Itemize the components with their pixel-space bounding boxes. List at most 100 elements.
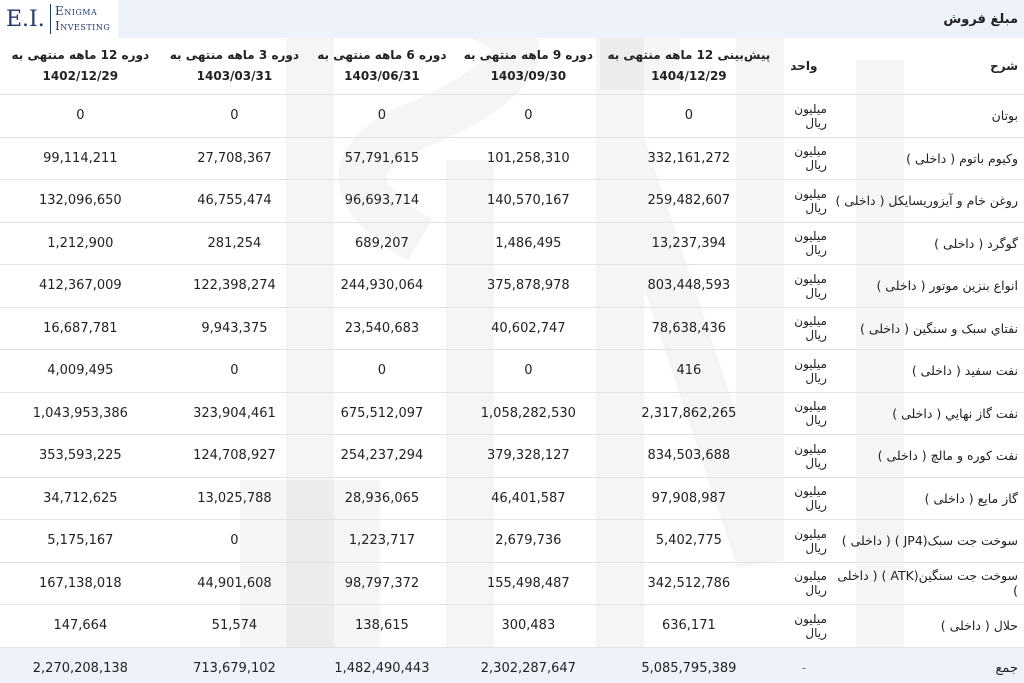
enigma-investing-logo: E.I. Enigma Investing xyxy=(0,0,118,38)
total-value: 1,482,490,443 xyxy=(308,647,456,683)
row-value: 99,114,211 xyxy=(0,137,161,180)
total-row: جمع - 5,085,795,389 2,302,287,647 1,482,… xyxy=(0,647,1024,683)
row-value: 78,638,436 xyxy=(601,307,777,350)
logo-initials: E.I. xyxy=(6,6,45,32)
table-row: نفتاي سبک و سنگین ( داخلی ) میلیون ریال 78… xyxy=(0,307,1024,350)
total-label: جمع xyxy=(830,647,1024,683)
row-value: 101,258,310 xyxy=(455,137,602,180)
row-value: 353,593,225 xyxy=(0,434,161,478)
header-period-6m: دوره 6 ماهه منتهی به 1403/06/31 xyxy=(308,38,456,95)
row-description: بوتان xyxy=(830,94,1024,138)
header-unit: واحد xyxy=(776,38,831,95)
row-value: 23,540,683 xyxy=(308,307,456,350)
row-unit: میلیون ریال xyxy=(776,349,831,393)
row-value: 0 xyxy=(455,349,602,393)
row-description: نفت گاز نهایي ( داخلی ) xyxy=(830,392,1024,435)
table-row: نفت گاز نهایي ( داخلی ) میلیون ریال 2,317,… xyxy=(0,392,1024,435)
row-value: 0 xyxy=(308,94,456,138)
total-value: 5,085,795,389 xyxy=(601,647,777,683)
row-value: 244,930,064 xyxy=(308,264,456,308)
total-value: 2,270,208,138 xyxy=(0,647,161,683)
row-value: 167,138,018 xyxy=(0,562,161,605)
row-value: 0 xyxy=(455,94,602,138)
row-value: 40,602,747 xyxy=(455,307,602,350)
row-value: 57,791,615 xyxy=(308,137,456,180)
header-period-forecast: پیش‌بینی 12 ماهه منتهی به 1404/12/29 xyxy=(601,38,777,95)
row-value: 46,755,474 xyxy=(160,179,309,223)
header-description: شرح xyxy=(830,38,1024,95)
row-value: 2,317,862,265 xyxy=(601,392,777,435)
logo-divider xyxy=(50,4,51,34)
row-description: سوخت جت سبک(JP4 ) ( داخلی ) xyxy=(830,519,1024,563)
row-description: وکیوم باتوم ( داخلی ) xyxy=(830,137,1024,180)
row-value: 412,367,009 xyxy=(0,264,161,308)
row-value: 138,615 xyxy=(308,604,456,648)
row-value: 13,237,394 xyxy=(601,222,777,265)
total-value: 713,679,102 xyxy=(160,647,309,683)
row-value: 803,448,593 xyxy=(601,264,777,308)
row-value: 2,679,736 xyxy=(455,519,602,563)
header-period-3m: دوره 3 ماهه منتهی به 1403/03/31 xyxy=(160,38,309,95)
table-row: نفت سفید ( داخلی ) میلیون ریال 416 0 0 0 4,009… xyxy=(0,349,1024,393)
row-value: 0 xyxy=(601,94,777,138)
row-unit: میلیون ریال xyxy=(776,604,831,648)
row-description: نفتاي سبک و سنگین ( داخلی ) xyxy=(830,307,1024,350)
row-unit: میلیون ریال xyxy=(776,519,831,563)
row-value: 5,402,775 xyxy=(601,519,777,563)
row-value: 140,570,167 xyxy=(455,179,602,223)
row-value: 46,401,587 xyxy=(455,477,602,520)
row-value: 1,223,717 xyxy=(308,519,456,563)
row-value: 259,482,607 xyxy=(601,179,777,223)
row-unit: میلیون ریال xyxy=(776,222,831,265)
row-value: 122,398,274 xyxy=(160,264,309,308)
row-value: 0 xyxy=(308,349,456,393)
logo-wordmark: Enigma Investing xyxy=(55,4,110,34)
row-value: 254,237,294 xyxy=(308,434,456,478)
total-value: 2,302,287,647 xyxy=(455,647,602,683)
row-unit: میلیون ریال xyxy=(776,179,831,223)
row-value: 675,512,097 xyxy=(308,392,456,435)
header-period-12m: دوره 12 ماهه منتهی به 1402/12/29 xyxy=(0,38,161,95)
table-row: گاز مایع ( داخلی ) میلیون ریال 97,908,987 4… xyxy=(0,477,1024,520)
row-value: 300,483 xyxy=(455,604,602,648)
row-value: 132,096,650 xyxy=(0,179,161,223)
table-row: حلال ( داخلی ) میلیون ریال 636,171 300,483 1… xyxy=(0,604,1024,648)
row-value: 44,901,608 xyxy=(160,562,309,605)
row-value: 1,043,953,386 xyxy=(0,392,161,435)
row-value: 98,797,372 xyxy=(308,562,456,605)
row-description: گاز مایع ( داخلی ) xyxy=(830,477,1024,520)
row-value: 16,687,781 xyxy=(0,307,161,350)
row-value: 636,171 xyxy=(601,604,777,648)
logo-line2: Investing xyxy=(55,19,111,33)
table-row: سوخت جت سبک(JP4 ) ( داخلی ) میلیون ریال 5,… xyxy=(0,519,1024,563)
row-unit: میلیون ریال xyxy=(776,392,831,435)
row-value: 9,943,375 xyxy=(160,307,309,350)
table-row: بوتان میلیون ریال 0 0 0 0 0 xyxy=(0,94,1024,138)
row-value: 332,161,272 xyxy=(601,137,777,180)
row-value: 0 xyxy=(0,94,161,138)
row-value: 155,498,487 xyxy=(455,562,602,605)
row-value: 1,486,495 xyxy=(455,222,602,265)
row-unit: میلیون ریال xyxy=(776,137,831,180)
table-title-row: مبلغ فروش xyxy=(0,0,1024,38)
table-row: نفت کوره و مالچ ( داخلی ) میلیون ریال 834,… xyxy=(0,434,1024,478)
row-value: 1,058,282,530 xyxy=(455,392,602,435)
row-value: 375,878,978 xyxy=(455,264,602,308)
row-description: سوخت جت سنگین(ATK ) ( داخلی ) xyxy=(830,562,1024,605)
table-title: مبلغ فروش xyxy=(0,0,1024,38)
row-value: 147,664 xyxy=(0,604,161,648)
table-row: روغن خام و آیزوریسایکل ( داخلی ) میلیون ر… xyxy=(0,179,1024,223)
row-value: 281,254 xyxy=(160,222,309,265)
row-description: گوگرد ( داخلی ) xyxy=(830,222,1024,265)
row-unit: میلیون ریال xyxy=(776,307,831,350)
row-value: 13,025,788 xyxy=(160,477,309,520)
row-value: 342,512,786 xyxy=(601,562,777,605)
row-unit: میلیون ریال xyxy=(776,562,831,605)
row-value: 0 xyxy=(160,519,309,563)
row-unit: میلیون ریال xyxy=(776,434,831,478)
row-value: 4,009,495 xyxy=(0,349,161,393)
row-value: 28,936,065 xyxy=(308,477,456,520)
row-value: 5,175,167 xyxy=(0,519,161,563)
